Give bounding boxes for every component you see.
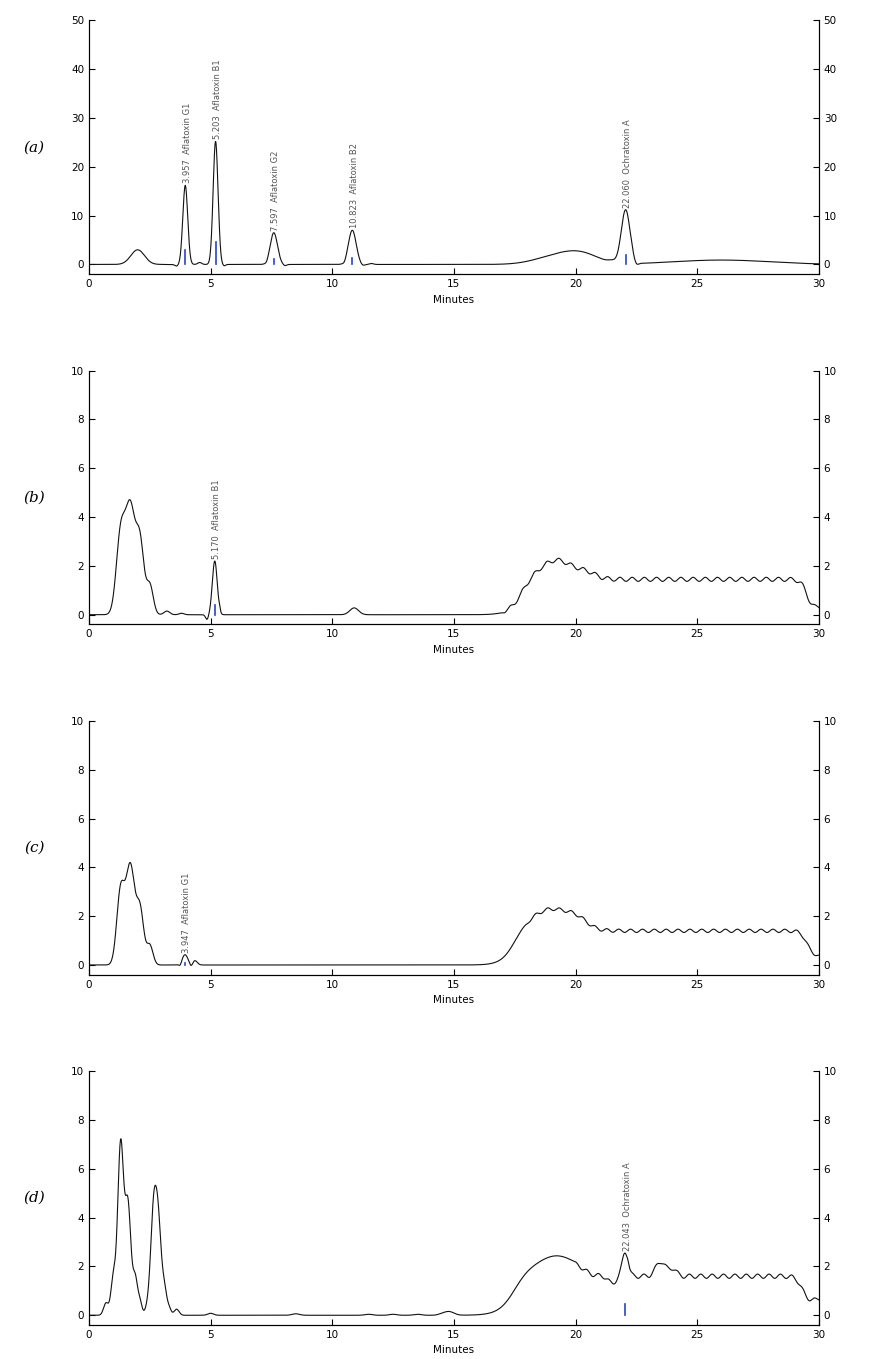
X-axis label: Minutes: Minutes (433, 995, 474, 1006)
Text: (b): (b) (23, 491, 45, 504)
Text: 22.060  Ochratoxin A: 22.060 Ochratoxin A (623, 120, 632, 208)
Text: 3.947  Aflatoxin G1: 3.947 Aflatoxin G1 (182, 872, 191, 953)
Text: 10.823  Aflatoxin B2: 10.823 Aflatoxin B2 (350, 143, 359, 228)
Text: (c): (c) (24, 841, 44, 855)
X-axis label: Minutes: Minutes (433, 1345, 474, 1355)
Text: (d): (d) (23, 1190, 45, 1205)
X-axis label: Minutes: Minutes (433, 295, 474, 304)
Text: 7.597  Aflatoxin G2: 7.597 Aflatoxin G2 (271, 151, 280, 231)
Text: 22.043  Ochratoxin A: 22.043 Ochratoxin A (623, 1162, 632, 1252)
Text: 3.957  Aflatoxin G1: 3.957 Aflatoxin G1 (182, 103, 191, 183)
X-axis label: Minutes: Minutes (433, 646, 474, 655)
Text: 5.170  Aflatoxin B1: 5.170 Aflatoxin B1 (212, 480, 222, 559)
Text: 5.203  Aflatoxin B1: 5.203 Aflatoxin B1 (213, 60, 222, 140)
Text: (a): (a) (24, 140, 44, 155)
